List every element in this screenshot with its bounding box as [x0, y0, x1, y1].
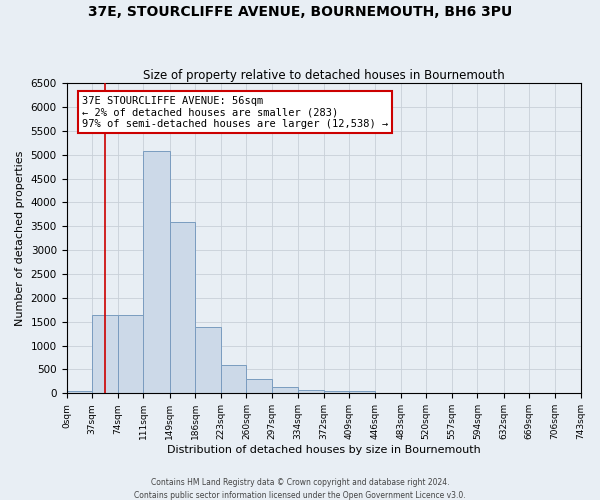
Bar: [349, 391, 375, 394]
Bar: [247, 379, 272, 394]
Bar: [143, 152, 170, 394]
Bar: [298, 390, 324, 394]
Bar: [272, 386, 298, 394]
Bar: [221, 364, 247, 394]
Text: Contains HM Land Registry data © Crown copyright and database right 2024.
Contai: Contains HM Land Registry data © Crown c…: [134, 478, 466, 500]
Text: 37E, STOURCLIFFE AVENUE, BOURNEMOUTH, BH6 3PU: 37E, STOURCLIFFE AVENUE, BOURNEMOUTH, BH…: [88, 5, 512, 19]
Bar: [170, 222, 195, 394]
Text: 37E STOURCLIFFE AVENUE: 56sqm
← 2% of detached houses are smaller (283)
97% of s: 37E STOURCLIFFE AVENUE: 56sqm ← 2% of de…: [82, 96, 388, 129]
Bar: [324, 391, 349, 394]
Bar: [195, 326, 221, 394]
X-axis label: Distribution of detached houses by size in Bournemouth: Distribution of detached houses by size …: [167, 445, 481, 455]
Bar: [67, 391, 92, 394]
Y-axis label: Number of detached properties: Number of detached properties: [15, 150, 25, 326]
Title: Size of property relative to detached houses in Bournemouth: Size of property relative to detached ho…: [143, 69, 505, 82]
Bar: [92, 314, 118, 394]
Bar: [118, 314, 143, 394]
